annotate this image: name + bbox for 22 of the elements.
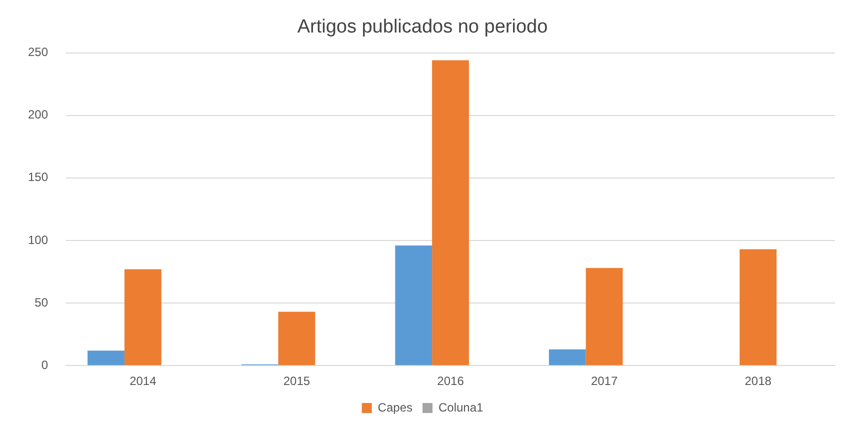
bar (124, 269, 162, 366)
chart-title: Artigos publicados no periodo (297, 16, 548, 38)
legend-label: Coluna1 (438, 400, 484, 414)
x-tick-label: 2014 (130, 374, 157, 388)
y-tick-label: 100 (28, 232, 48, 247)
bar (278, 312, 316, 366)
x-tick-label: 2017 (590, 374, 618, 388)
bar (395, 245, 432, 366)
x-tick-label: 2016 (437, 374, 464, 388)
bar (740, 249, 777, 366)
bar (432, 60, 469, 366)
bar (548, 349, 586, 366)
legend-label: Capes (378, 400, 412, 414)
y-tick-label: 0 (41, 358, 48, 372)
y-tick-label: 200 (28, 108, 48, 122)
bar (88, 350, 124, 366)
y-tick-label: 150 (28, 170, 48, 184)
bar (586, 268, 623, 366)
x-tick-label: 2015 (283, 374, 310, 388)
y-tick-label: 50 (34, 295, 48, 310)
x-tick-label: 2018 (744, 374, 772, 388)
y-tick-label: 250 (28, 45, 48, 60)
